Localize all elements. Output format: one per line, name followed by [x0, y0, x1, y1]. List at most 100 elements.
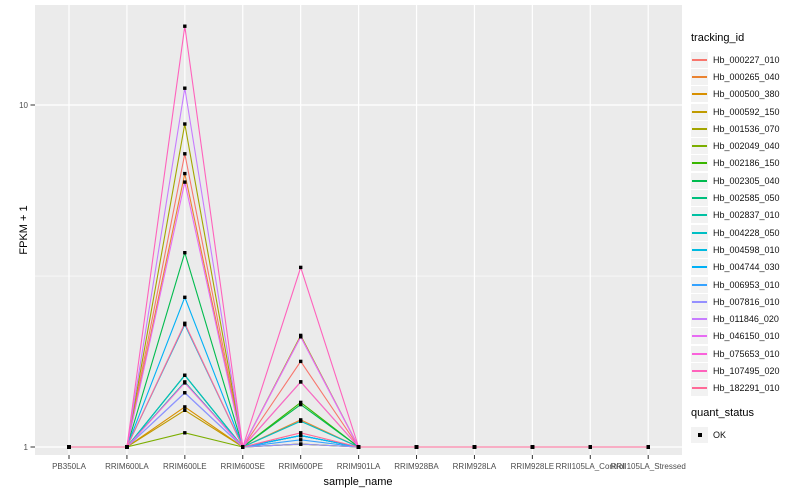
legend-item: Hb_004598_010 [691, 241, 799, 258]
legend-item-label: Hb_001536_070 [713, 123, 780, 134]
data-point-marker [299, 402, 303, 407]
legend-key-line-icon [692, 110, 707, 113]
data-point-marker [183, 152, 187, 156]
legend-key [691, 380, 708, 397]
x-tick-label: RRIM928LE [511, 462, 555, 471]
legend-key-line-icon [692, 300, 707, 303]
data-point-marker [183, 251, 187, 255]
legend-item: Hb_182291_010 [691, 380, 799, 397]
data-point-marker [299, 335, 303, 339]
x-tick-label: RRIM600PE [278, 462, 322, 471]
legend-key [691, 293, 708, 310]
legend-item: Hb_000592_150 [691, 103, 799, 120]
data-point-marker [414, 445, 419, 449]
legend-item-label: Hb_004228_050 [713, 227, 780, 238]
data-point-marker [356, 445, 361, 449]
legend-key [691, 311, 708, 328]
legend-item-label: Hb_046150_010 [713, 331, 780, 342]
legend-key-line-icon [692, 231, 707, 234]
data-point-marker [299, 265, 303, 270]
data-point-marker [183, 405, 187, 409]
legend-key [691, 362, 708, 379]
legend-key-line-icon [692, 352, 707, 355]
legend-key [691, 190, 708, 207]
x-axis-title: sample_name [323, 476, 393, 488]
legend-item-label: OK [713, 429, 727, 440]
legend-key [691, 241, 708, 258]
legend-key [691, 224, 708, 241]
square-point-icon [697, 432, 702, 437]
legend-key [691, 86, 708, 103]
data-point-marker [241, 445, 245, 449]
legend-item: Hb_002305_040 [691, 172, 799, 189]
legend-key-line-icon [692, 127, 707, 130]
data-point-marker [183, 391, 187, 395]
legend-key-line-icon [692, 214, 707, 217]
legend-key-line-icon [692, 179, 707, 182]
legend-key-line-icon [692, 318, 707, 321]
legend-key [691, 172, 708, 189]
data-point-marker [183, 122, 187, 126]
legend-key-line-icon [692, 266, 707, 269]
data-point-marker [183, 373, 187, 377]
x-tick-label: RRII105LA_Control [556, 462, 626, 471]
legend-key [691, 328, 708, 345]
x-tick-label: RRII105LA_Stressed [611, 462, 686, 471]
data-point-marker [299, 419, 303, 423]
legend-key-line-icon [692, 58, 707, 61]
legend-item-label: Hb_000592_150 [713, 106, 780, 117]
legend-item-label: Hb_182291_010 [713, 383, 780, 394]
legend-item-label: Hb_004598_010 [713, 244, 780, 255]
legend-key-line-icon [692, 283, 707, 286]
legend-key [691, 155, 708, 172]
data-point-marker [646, 445, 650, 449]
data-point-marker [183, 408, 187, 412]
legend-item: Hb_002049_040 [691, 137, 799, 155]
data-point-marker [472, 445, 477, 449]
legend-key [691, 51, 708, 68]
legend-item-label: Hb_002186_150 [713, 158, 780, 169]
data-point-marker [530, 445, 535, 449]
legend-item: Hb_007816_010 [691, 293, 799, 310]
legend-key-line-icon [692, 369, 707, 372]
x-tick-label: RRIM600SE [221, 462, 265, 471]
legend-item: Hb_002837_010 [691, 207, 799, 224]
data-point-marker [183, 180, 187, 184]
legend-item: Hb_006953_010 [691, 276, 799, 293]
data-point-marker [299, 400, 303, 405]
legend-key [691, 68, 708, 85]
legend-item: Hb_000265_040 [691, 68, 799, 85]
legend-item: Hb_107495_020 [691, 362, 799, 379]
legend-key-line-icon [692, 162, 707, 165]
legend-item-label: Hb_002049_040 [713, 141, 780, 152]
legend-item-label: Hb_011846_020 [713, 314, 779, 325]
data-point-marker [67, 445, 71, 449]
data-point-marker [299, 442, 303, 446]
legend-key [691, 345, 708, 362]
legend-key [691, 103, 708, 120]
legend-title-tracking-id: tracking_id [691, 32, 745, 44]
data-point-marker [299, 380, 303, 384]
data-point-marker [183, 431, 187, 435]
legend-item: Hb_002186_150 [691, 155, 799, 172]
data-point-marker [183, 24, 187, 28]
legend-item-label: Hb_000500_380 [713, 89, 780, 100]
legend-item: Hb_002585_050 [691, 189, 799, 207]
legend-item-label: Hb_006953_010 [713, 279, 780, 290]
x-tick-label: RRIM600LE [163, 462, 207, 471]
legend-key [691, 259, 708, 276]
legend-key-ok [691, 426, 708, 443]
legend-item-label: Hb_075653_010 [713, 348, 780, 359]
legend-item-label: Hb_002837_010 [713, 210, 780, 221]
data-point-marker [183, 86, 187, 90]
legend-item: Hb_000500_380 [691, 86, 799, 103]
legend-item-quant-ok: OK [691, 426, 799, 443]
y-tick-label: 10 [19, 101, 28, 110]
legend-item-label: Hb_007816_010 [713, 296, 780, 307]
y-tick-label: 1 [24, 443, 29, 452]
legend-key [691, 276, 708, 293]
legend: tracking_id Hb_000227_010 Hb_000265_040 Hb… [691, 32, 799, 443]
data-point-marker [588, 445, 592, 449]
